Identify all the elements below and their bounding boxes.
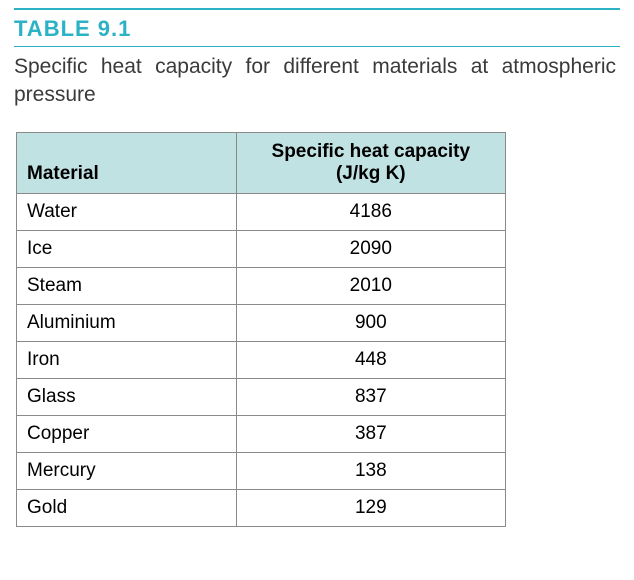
table-row: Iron 448 bbox=[17, 341, 506, 378]
cell-material: Gold bbox=[17, 489, 237, 526]
cell-material: Ice bbox=[17, 230, 237, 267]
table-row: Water 4186 bbox=[17, 193, 506, 230]
table-number: TABLE 9.1 bbox=[14, 16, 620, 42]
col-header-material: Material bbox=[17, 132, 237, 193]
table-row: Ice 2090 bbox=[17, 230, 506, 267]
cell-material: Mercury bbox=[17, 452, 237, 489]
cell-value: 4186 bbox=[236, 193, 505, 230]
table-row: Gold 129 bbox=[17, 489, 506, 526]
cell-material: Water bbox=[17, 193, 237, 230]
cell-value: 2090 bbox=[236, 230, 505, 267]
cell-value: 387 bbox=[236, 415, 505, 452]
cell-value: 2010 bbox=[236, 267, 505, 304]
table-row: Aluminium 900 bbox=[17, 304, 506, 341]
col-header-value-line1: Specific heat capacity bbox=[272, 141, 471, 162]
cell-value: 129 bbox=[236, 489, 505, 526]
table-header-row: Material Specific heat capacity (J/kg K) bbox=[17, 132, 506, 193]
cell-material: Copper bbox=[17, 415, 237, 452]
table-title-bar: TABLE 9.1 bbox=[14, 8, 620, 47]
table-row: Glass 837 bbox=[17, 378, 506, 415]
cell-material: Aluminium bbox=[17, 304, 237, 341]
cell-value: 900 bbox=[236, 304, 505, 341]
cell-material: Iron bbox=[17, 341, 237, 378]
cell-value: 837 bbox=[236, 378, 505, 415]
cell-material: Glass bbox=[17, 378, 237, 415]
col-header-value: Specific heat capacity (J/kg K) bbox=[236, 132, 505, 193]
specific-heat-table: Material Specific heat capacity (J/kg K)… bbox=[16, 132, 506, 527]
table-caption: Specific heat capacity for different mat… bbox=[14, 53, 620, 110]
cell-value: 138 bbox=[236, 452, 505, 489]
cell-value: 448 bbox=[236, 341, 505, 378]
cell-material: Steam bbox=[17, 267, 237, 304]
table-row: Mercury 138 bbox=[17, 452, 506, 489]
col-header-value-line2: (J/kg K) bbox=[336, 163, 406, 184]
table-row: Copper 387 bbox=[17, 415, 506, 452]
table-row: Steam 2010 bbox=[17, 267, 506, 304]
